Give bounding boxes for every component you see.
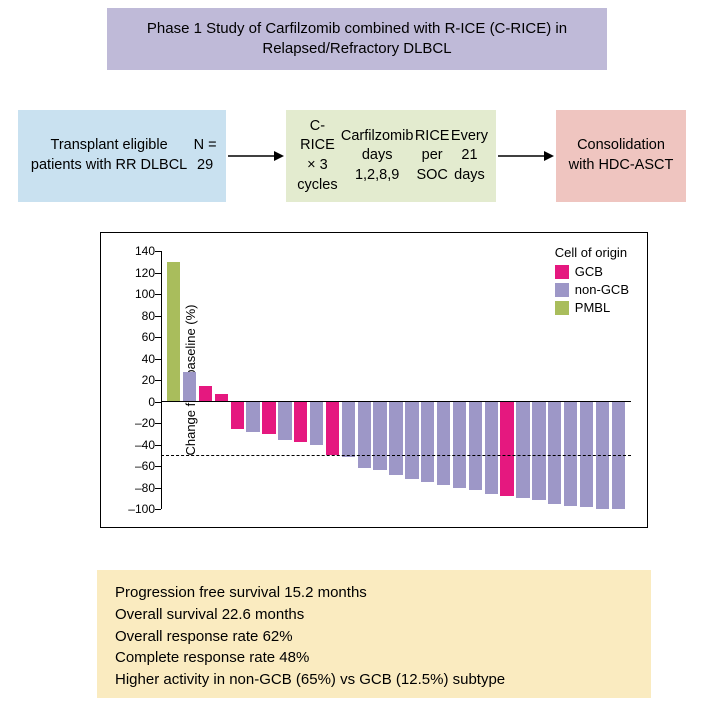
bar bbox=[294, 402, 307, 443]
bar bbox=[389, 402, 402, 475]
flow-box-patients: Transplant eligible patients with RR DLB… bbox=[18, 110, 226, 202]
study-title: Phase 1 Study of Carfilzomib combined wi… bbox=[127, 19, 587, 60]
legend-label: GCB bbox=[575, 264, 603, 279]
bar bbox=[516, 402, 529, 499]
bar bbox=[358, 402, 371, 469]
waterfall-chart: Change from baseline (%) –100–80–60–40–2… bbox=[100, 232, 648, 528]
y-tick-label: –20 bbox=[119, 416, 155, 430]
summary-line: Higher activity in non-GCB (65%) vs GCB … bbox=[115, 669, 633, 691]
bar bbox=[278, 402, 291, 441]
bar bbox=[262, 402, 275, 434]
bar bbox=[453, 402, 466, 488]
legend-swatch bbox=[555, 301, 569, 315]
summary-line: Complete response rate 48% bbox=[115, 647, 633, 669]
legend-item: non-GCB bbox=[555, 282, 629, 297]
bar bbox=[500, 402, 513, 497]
bar bbox=[564, 402, 577, 506]
legend-item: GCB bbox=[555, 264, 629, 279]
zero-line bbox=[161, 401, 631, 403]
study-title-box: Phase 1 Study of Carfilzomib combined wi… bbox=[107, 8, 607, 70]
bar bbox=[469, 402, 482, 490]
flow-box-consolidation: Consolidation with HDC-ASCT bbox=[556, 110, 686, 202]
bar bbox=[183, 372, 196, 401]
y-tick-label: –60 bbox=[119, 459, 155, 473]
summary-box: Progression free survival 15.2 monthsOve… bbox=[97, 570, 651, 698]
y-tick-label: 0 bbox=[119, 395, 155, 409]
bar bbox=[167, 262, 180, 402]
y-tick-label: –100 bbox=[119, 502, 155, 516]
y-tick-label: 100 bbox=[119, 287, 155, 301]
bar bbox=[485, 402, 498, 494]
flow-box-treatment: C-RICE × 3 cyclesCarfilzomib days 1,2,8,… bbox=[286, 110, 496, 202]
bar bbox=[580, 402, 593, 507]
y-tick-label: 120 bbox=[119, 266, 155, 280]
y-tick-label: 80 bbox=[119, 309, 155, 323]
bar bbox=[421, 402, 434, 483]
flow-row: Transplant eligible patients with RR DLB… bbox=[18, 110, 696, 202]
summary-line: Progression free survival 15.2 months bbox=[115, 582, 633, 604]
legend-label: PMBL bbox=[575, 300, 610, 315]
reference-line bbox=[161, 455, 631, 456]
bar bbox=[246, 402, 259, 432]
bar bbox=[199, 386, 212, 401]
bar bbox=[437, 402, 450, 486]
bar bbox=[548, 402, 561, 504]
arrow-icon bbox=[226, 146, 286, 166]
bar bbox=[310, 402, 323, 445]
bar bbox=[326, 402, 339, 456]
legend-label: non-GCB bbox=[575, 282, 629, 297]
legend: Cell of origin GCB non-GCB PMBL bbox=[555, 245, 629, 318]
bar bbox=[342, 402, 355, 458]
y-axis-line bbox=[161, 251, 162, 509]
y-tick-label: 20 bbox=[119, 373, 155, 387]
arrow-icon bbox=[496, 146, 556, 166]
legend-swatch bbox=[555, 265, 569, 279]
y-tick-label: 60 bbox=[119, 330, 155, 344]
bar bbox=[532, 402, 545, 501]
bar bbox=[373, 402, 386, 471]
legend-item: PMBL bbox=[555, 300, 629, 315]
legend-swatch bbox=[555, 283, 569, 297]
y-tick-label: –40 bbox=[119, 438, 155, 452]
y-tick-label: 140 bbox=[119, 244, 155, 258]
bar bbox=[231, 402, 244, 430]
bar bbox=[405, 402, 418, 479]
legend-title: Cell of origin bbox=[555, 245, 629, 260]
y-tick-label: 40 bbox=[119, 352, 155, 366]
summary-line: Overall response rate 62% bbox=[115, 626, 633, 648]
summary-line: Overall survival 22.6 months bbox=[115, 604, 633, 626]
y-tick-label: –80 bbox=[119, 481, 155, 495]
